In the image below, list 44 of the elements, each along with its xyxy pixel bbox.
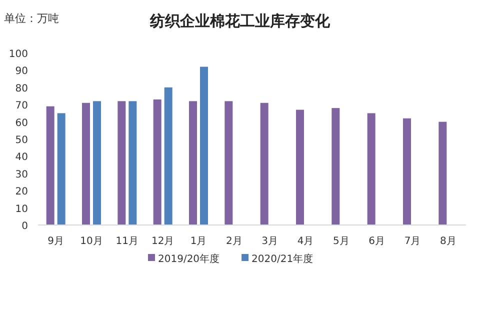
x-tick-label: 2月 bbox=[226, 236, 242, 247]
legend-label: 2019/20年度 bbox=[158, 253, 220, 265]
legend-label: 2020/21年度 bbox=[252, 253, 314, 265]
bar bbox=[332, 108, 340, 225]
bar bbox=[153, 99, 162, 225]
y-tick-label: 50 bbox=[15, 135, 28, 146]
y-tick-label: 10 bbox=[15, 204, 28, 215]
bar bbox=[189, 101, 197, 225]
x-tick-label: 3月 bbox=[262, 236, 278, 247]
bar bbox=[438, 122, 447, 225]
bar bbox=[93, 101, 101, 225]
y-tick-label: 40 bbox=[15, 152, 28, 164]
y-tick-label: 70 bbox=[15, 100, 28, 112]
y-tick-label: 20 bbox=[15, 186, 28, 198]
x-tick-label: 5月 bbox=[332, 236, 350, 247]
x-tick-label: 7月 bbox=[404, 236, 421, 247]
bar bbox=[82, 102, 90, 225]
x-tick-label: 9月 bbox=[48, 236, 64, 247]
bar bbox=[118, 101, 126, 225]
y-tick-label: 60 bbox=[15, 118, 28, 129]
bar bbox=[403, 118, 411, 225]
bar bbox=[296, 110, 304, 225]
y-axis-title: 单位：万吨 bbox=[4, 12, 59, 25]
y-tick-label: 90 bbox=[15, 66, 28, 78]
x-tick-label: 12月 bbox=[151, 236, 174, 247]
bar bbox=[224, 101, 233, 225]
bar bbox=[260, 102, 268, 225]
x-tick-label: 1月 bbox=[190, 236, 207, 247]
x-tick-label: 6月 bbox=[368, 236, 386, 247]
x-tick-label: 8月 bbox=[440, 236, 456, 247]
y-tick-label: 100 bbox=[8, 49, 28, 60]
x-tick-label: 10月 bbox=[80, 236, 103, 247]
x-tick-label: 4月 bbox=[297, 236, 314, 247]
chart-title: 纺织企业棉花工业库存变化 bbox=[149, 12, 331, 30]
y-tick-label: 80 bbox=[15, 83, 28, 94]
bar bbox=[200, 66, 208, 225]
y-tick-label: 30 bbox=[15, 169, 28, 180]
y-tick-label: 0 bbox=[22, 221, 28, 232]
x-tick-label: 11月 bbox=[116, 236, 139, 247]
bar bbox=[164, 87, 172, 225]
bar bbox=[128, 101, 137, 225]
bar bbox=[46, 106, 54, 225]
bar bbox=[57, 113, 66, 225]
bar bbox=[367, 113, 376, 225]
